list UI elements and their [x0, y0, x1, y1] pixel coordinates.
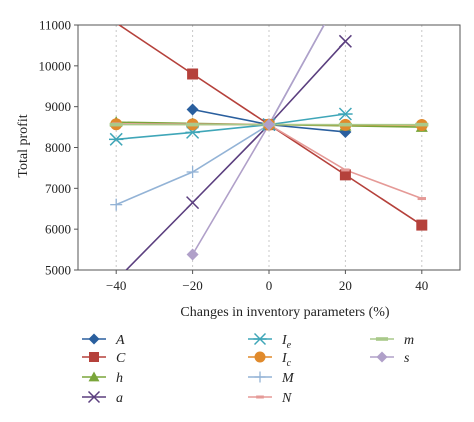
y-axis-title: Total profit: [16, 114, 31, 177]
legend-marker-4: [253, 332, 267, 346]
y-tick-label-0: 5000: [45, 263, 71, 278]
legend-marker-5: [254, 351, 266, 363]
y-tick-label-2: 7000: [45, 181, 71, 196]
legend-label-8: m: [404, 333, 414, 348]
x-axis-title: Changes in inventory parameters (%): [180, 305, 389, 320]
series-line-6: [115, 25, 325, 206]
legend-marker-7: [256, 395, 264, 399]
series-1-point-1: [187, 68, 199, 80]
axes: [74, 24, 461, 274]
legend-marker-2: [88, 371, 100, 382]
series-1-point-4: [416, 219, 428, 231]
x-tick-label-2: 0: [266, 278, 273, 293]
legend-marker-1: [89, 352, 99, 362]
series-line-9: [191, 25, 325, 255]
series-9-point-0: [186, 248, 199, 261]
series-7-point-3: [341, 168, 350, 172]
grid-lines: [115, 25, 423, 270]
series-3-point-3: [338, 34, 352, 48]
legend-marker-9: [376, 351, 388, 363]
tick-labels: 5000 6000 7000 8000 9000 10000 11000 −40 −20 0 20 4…: [39, 18, 429, 294]
series-1-point-3: [339, 169, 351, 181]
series-0-point-0: [186, 103, 199, 116]
series-7-point-4: [417, 197, 426, 201]
legend-label-1: C: [116, 351, 126, 366]
series-line-3: [125, 40, 346, 270]
legend-label-9: s: [404, 351, 410, 366]
series-8-point-4: [415, 122, 429, 127]
legend-marker-6: [254, 371, 266, 383]
legend-label-5: Ic: [281, 351, 292, 369]
series-8-point-0: [109, 122, 123, 127]
legend-label-6: M: [281, 371, 295, 386]
y-tick-label-5: 10000: [39, 58, 72, 73]
legend-label-0: A: [115, 333, 125, 348]
series-8-point-1: [186, 122, 200, 127]
x-tick-label-1: −20: [182, 278, 202, 293]
x-tick-label-3: 20: [339, 278, 352, 293]
legend-marker-0: [88, 333, 100, 345]
legend-label-7: N: [281, 391, 292, 406]
legend-label-2: h: [116, 371, 123, 386]
x-tick-label-4: 40: [415, 278, 428, 293]
series-4-point-0: [109, 132, 124, 146]
series-6-point-0: [110, 198, 123, 211]
y-tick-label-3: 8000: [45, 140, 71, 155]
series-line-4: [116, 113, 346, 141]
legend-marker-3: [87, 390, 101, 404]
y-tick-label-1: 6000: [45, 222, 71, 237]
series-3-point-1: [186, 196, 200, 210]
series-markers: [109, 34, 429, 261]
legend-label-4: Ie: [281, 333, 292, 351]
legend-marker-8: [375, 337, 389, 341]
series-4-point-3: [338, 107, 353, 121]
y-tick-label-4: 9000: [45, 99, 71, 114]
series-8-point-3: [338, 122, 352, 127]
legend-label-3: a: [116, 391, 123, 406]
x-tick-label-0: −40: [106, 278, 126, 293]
series-6-point-1: [186, 166, 199, 178]
y-tick-label-6: 11000: [39, 18, 71, 33]
series-9-point-1: [263, 118, 275, 131]
